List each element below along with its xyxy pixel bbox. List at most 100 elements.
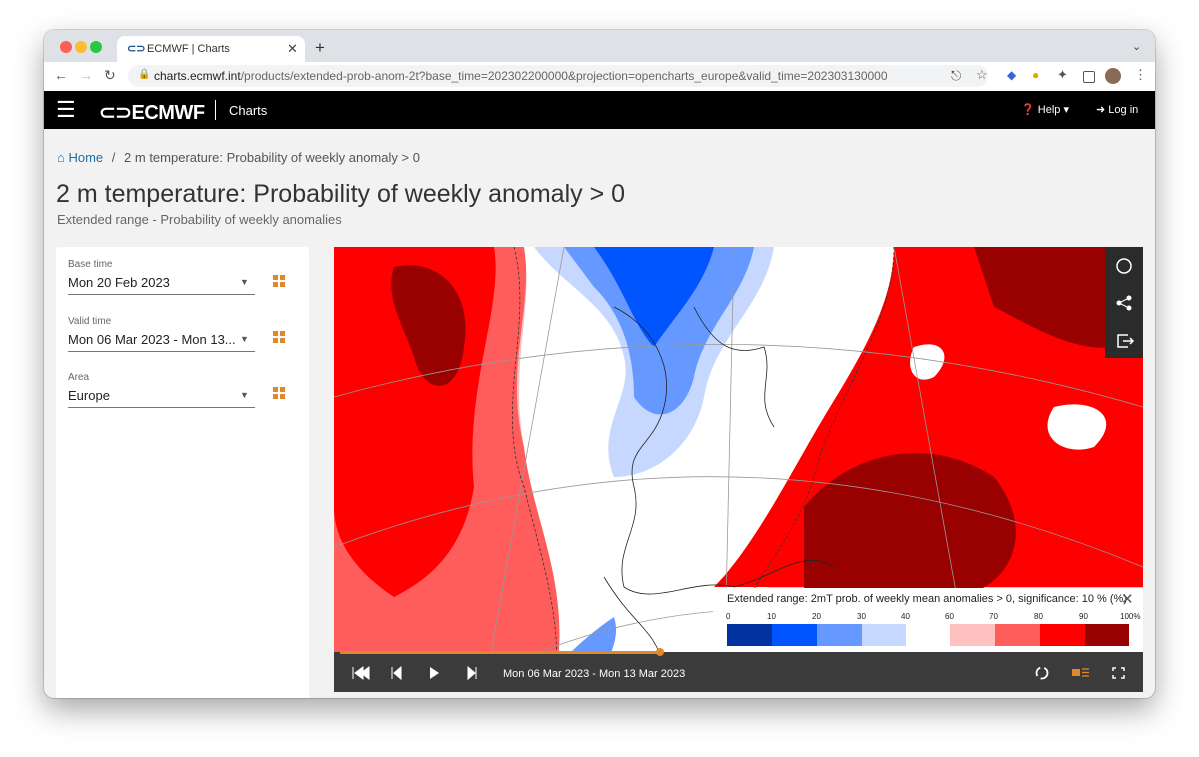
- next-button[interactable]: [467, 665, 477, 681]
- page-title: 2 m temperature: Probability of weekly a…: [56, 180, 626, 208]
- back-button[interactable]: ←: [54, 67, 68, 83]
- legend-tick: 30: [857, 612, 866, 621]
- legend-tick: 10: [767, 612, 776, 621]
- legend-swatch: [950, 624, 995, 646]
- tab[interactable]: ⊂⊃ ECMWF | Charts ✕: [117, 36, 305, 62]
- valid-time-control[interactable]: Valid time Mon 06 Mar 2023 - Mon 13... ▼: [68, 316, 255, 352]
- grid-view-button[interactable]: [273, 275, 285, 287]
- dropdown-arrow: ▼: [240, 334, 249, 344]
- legend-swatch: [995, 624, 1040, 646]
- bookmark[interactable]: ☆: [976, 67, 988, 82]
- export-button[interactable]: [1117, 334, 1135, 348]
- previous-button[interactable]: [391, 665, 402, 681]
- legend-swatch: [772, 624, 817, 646]
- legend-close[interactable]: ✕: [1121, 591, 1134, 608]
- brand-logo[interactable]: ⊂⊃ECMWF: [99, 102, 205, 124]
- tab-menu[interactable]: ⌄: [1132, 41, 1142, 53]
- legend-tick: 70: [989, 612, 998, 621]
- legend-tick: 0: [726, 612, 731, 621]
- loop-button[interactable]: [1035, 666, 1049, 680]
- legend-tick: 80: [1034, 612, 1043, 621]
- map: Mon 06 Mar 2023 - Mon 13 Mar 2023: [334, 247, 1143, 692]
- extension[interactable]: ◆: [1007, 68, 1017, 82]
- legend-tick: 20: [812, 612, 821, 621]
- base-time-control[interactable]: Base time Mon 20 Feb 2023 ▼: [68, 259, 255, 295]
- divider: [215, 100, 216, 120]
- control-label: Base time: [68, 259, 113, 270]
- info-button[interactable]: [1116, 258, 1132, 274]
- legend-swatch: [1085, 624, 1129, 646]
- anomaly-area: [974, 247, 1143, 348]
- home-link[interactable]: ⌂ Home: [57, 150, 104, 165]
- close-window[interactable]: [60, 41, 72, 53]
- tab-title: ECMWF | Charts: [147, 43, 230, 55]
- profile[interactable]: [1105, 68, 1121, 84]
- control-value: Mon 06 Mar 2023 - Mon 13...: [68, 332, 236, 347]
- forward-button[interactable]: →: [79, 67, 93, 83]
- dropdown-arrow: ▼: [240, 277, 249, 287]
- player-time: Mon 06 Mar 2023 - Mon 13 Mar 2023: [503, 668, 685, 680]
- legend-toggle[interactable]: [1072, 669, 1080, 676]
- dropdown-arrow: ▼: [240, 390, 249, 400]
- page-subtitle: Extended range - Probability of weekly a…: [57, 212, 342, 227]
- lock-icon: 🔒: [138, 69, 151, 80]
- reload-button[interactable]: ↻: [104, 67, 116, 83]
- url-host: charts.ecmwf.int: [154, 69, 241, 83]
- control-value: Europe: [68, 388, 110, 403]
- control-label: Valid time: [68, 316, 112, 327]
- browser-window: ⊂⊃ ECMWF | Charts ✕ + ⌄ ← → ↻ 🔒 charts.e…: [44, 30, 1155, 698]
- grid-view-button[interactable]: [273, 387, 285, 399]
- legend-swatch: [1040, 624, 1085, 646]
- address-bar[interactable]: 🔒 charts.ecmwf.int/products/extended-pro…: [128, 65, 988, 87]
- login[interactable]: ➜ Log in: [1096, 104, 1139, 116]
- browser-menu[interactable]: ⋮: [1134, 67, 1147, 82]
- neutral-area: [910, 344, 945, 380]
- help-label: Help: [1037, 104, 1061, 116]
- section-link[interactable]: Charts: [229, 103, 268, 118]
- navbar: ☰ ⊂⊃ECMWF Charts ❓ Help ▾ ➜ Log in: [44, 91, 1155, 129]
- url-path: /products/extended-prob-anom-2t?base_tim…: [240, 69, 888, 83]
- side-panel[interactable]: [1083, 71, 1095, 83]
- legend-tick: 40: [901, 612, 910, 621]
- legend-toggle-lines: [1082, 668, 1089, 677]
- tab-close[interactable]: ✕: [287, 41, 298, 56]
- fullscreen-button[interactable]: [1112, 667, 1125, 679]
- maximize-window[interactable]: [90, 41, 102, 53]
- share-button[interactable]: [1116, 295, 1132, 311]
- play-button[interactable]: [430, 667, 439, 679]
- progress-bar: [340, 651, 660, 654]
- extensions[interactable]: ✦: [1057, 67, 1068, 82]
- help-menu[interactable]: ❓ Help ▾: [1021, 104, 1069, 116]
- underline: [68, 407, 255, 408]
- underline: [68, 294, 255, 295]
- underline: [68, 351, 255, 352]
- login-label: Log in: [1108, 104, 1139, 116]
- area-control[interactable]: Area Europe ▼: [68, 372, 255, 408]
- legend-tick: 90: [1079, 612, 1088, 621]
- progress-handle[interactable]: [656, 648, 664, 656]
- anomaly-area: [391, 265, 466, 386]
- new-tab[interactable]: +: [315, 38, 325, 57]
- menu-button[interactable]: ☰: [56, 97, 76, 122]
- url: charts.ecmwf.int/products/extended-prob-…: [154, 69, 888, 83]
- neutral-area: [1047, 404, 1107, 450]
- grid-view-button[interactable]: [273, 331, 285, 343]
- anomaly-area: [804, 453, 1016, 592]
- share-page[interactable]: ⎋: [951, 68, 962, 83]
- first-button[interactable]: [352, 666, 370, 680]
- legend-tick: 100%: [1120, 612, 1141, 621]
- breadcrumb-current: 2 m temperature: Probability of weekly a…: [124, 150, 420, 165]
- controls-panel: Base time Mon 20 Feb 2023 ▼ Valid time M…: [56, 247, 309, 698]
- favicon: ⊂⊃: [127, 43, 146, 55]
- map-toolbar: [1105, 247, 1143, 358]
- home-label: Home: [68, 150, 104, 165]
- cold-area: [594, 247, 714, 347]
- extension[interactable]: ●: [1032, 68, 1040, 82]
- breadcrumb: ⌂ Home / 2 m temperature: Probability of…: [57, 150, 420, 165]
- legend-swatch: [817, 624, 862, 646]
- legend-swatch: [727, 624, 772, 646]
- legend: Extended range: 2mT prob. of weekly mean…: [713, 588, 1143, 652]
- minimize-window[interactable]: [75, 41, 87, 53]
- neutral-area: [519, 247, 901, 692]
- legend-title: Extended range: 2mT prob. of weekly mean…: [727, 593, 1127, 605]
